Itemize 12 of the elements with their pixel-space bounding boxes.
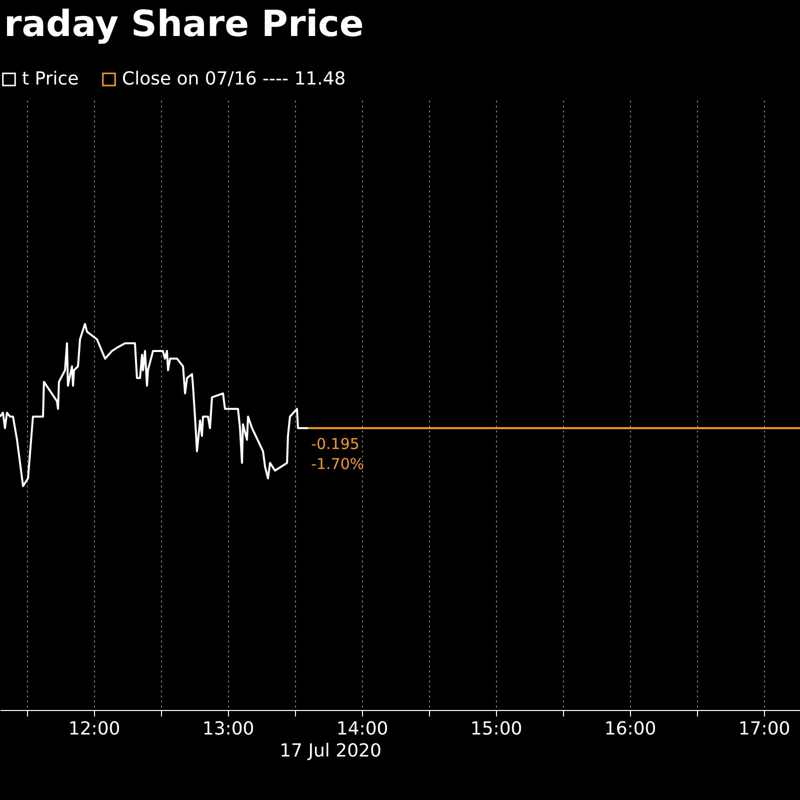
x-tick-label: 14:00 (336, 718, 388, 740)
x-tick-label: 13:00 (202, 718, 254, 740)
legend-label: t Price (22, 68, 79, 90)
x-axis-title: 17 Jul 2020 (280, 740, 382, 762)
x-tick-label: 12:00 (68, 718, 120, 740)
chart-title: raday Share Price (4, 4, 364, 45)
x-tick-label: 15:00 (470, 718, 522, 740)
legend-label: Close on 07/16 ---- 11.48 (122, 68, 346, 90)
annotation: -1.70% (311, 455, 364, 474)
x-tick-label: 16:00 (604, 718, 656, 740)
annotation: -0.195 (311, 435, 360, 454)
x-tick-label: 17:00 (738, 718, 790, 740)
